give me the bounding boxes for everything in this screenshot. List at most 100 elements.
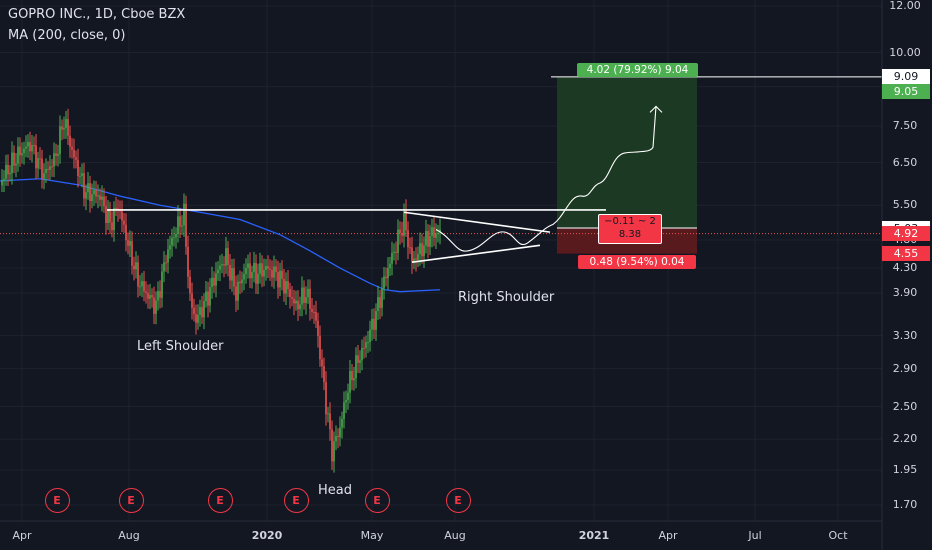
candle-body (311, 308, 313, 312)
candle-body (257, 273, 259, 284)
candle-body (309, 288, 311, 309)
candle-body (423, 245, 425, 257)
candle-body (421, 243, 423, 257)
candle-body (295, 300, 297, 304)
candle-body (177, 216, 179, 235)
candle-body (87, 183, 89, 193)
candle-body (103, 196, 105, 207)
candle-body (227, 248, 229, 265)
candle-body (65, 119, 67, 128)
earnings-marker[interactable]: E (445, 488, 471, 513)
candle-body (307, 288, 309, 298)
candle-body (207, 291, 209, 306)
time-tick-label: Aug (118, 529, 140, 542)
candle-body (385, 276, 387, 279)
candle-body (63, 127, 65, 130)
candle-body (135, 262, 137, 270)
candle-body (205, 291, 207, 301)
price-tick-label: 10.00 (889, 45, 921, 59)
position-mid-line-1: −0.11 ~ 2 (604, 216, 656, 227)
candle-body (53, 153, 55, 167)
candle-body (19, 146, 21, 156)
candle-body (191, 293, 193, 308)
candle-body (203, 300, 205, 318)
candle-body (247, 263, 249, 269)
position-mid-label[interactable]: −0.11 ~ 2 8.38 (598, 214, 662, 244)
earnings-marker[interactable]: E (118, 488, 144, 513)
earnings-marker[interactable]: E (364, 488, 390, 513)
candle-body (293, 298, 295, 304)
earnings-marker[interactable]: E (283, 488, 309, 513)
indicator-legend[interactable]: MA (200, close, 0) (8, 28, 126, 43)
candle-body (45, 168, 47, 174)
left-shoulder-label: Left Shoulder (137, 339, 224, 354)
candle-body (255, 262, 257, 284)
candle-body (43, 173, 45, 179)
price-tick-label: 1.95 (892, 462, 918, 476)
price-tag: 9.05 (882, 84, 930, 100)
time-tick-label: Jul (748, 529, 762, 542)
candle-body (259, 263, 261, 274)
candle-body (281, 270, 283, 280)
price-tick-label: 2.20 (892, 432, 918, 446)
candle-body (353, 378, 355, 381)
candle-body (429, 235, 431, 247)
candle-body (371, 318, 373, 330)
candle-body (279, 270, 281, 288)
candle-body (219, 265, 221, 270)
candle-body (89, 183, 91, 202)
candle-body (291, 297, 293, 299)
candle-body (15, 163, 17, 166)
candle-body (73, 149, 75, 158)
price-tick-label: 12.00 (889, 0, 921, 12)
candle-body (313, 311, 315, 313)
candle-body (123, 220, 125, 225)
candle-body (171, 237, 173, 246)
candle-body (349, 370, 351, 393)
candle-body (167, 249, 169, 263)
time-tick-label: Apr (12, 529, 32, 542)
candle-body (125, 224, 127, 240)
candle-body (239, 281, 241, 284)
time-tick-label: May (360, 529, 384, 542)
candle-body (127, 239, 129, 246)
candle-body (95, 190, 97, 197)
price-tag: 9.09 (882, 69, 930, 85)
candle-body (373, 318, 375, 330)
candle-body (21, 153, 23, 156)
candle-body (163, 262, 165, 272)
candle-body (365, 342, 367, 348)
candle-body (217, 269, 219, 274)
candle-body (329, 413, 331, 430)
candle-body (47, 168, 49, 170)
candle-body (221, 264, 223, 266)
candle-body (215, 273, 217, 286)
candle-body (253, 262, 255, 273)
candle-body (85, 192, 87, 199)
candle-body (361, 347, 363, 361)
candle-body (375, 311, 377, 330)
candle-body (107, 210, 109, 224)
price-tag: 4.55 (882, 246, 930, 262)
candle-body (29, 142, 31, 152)
candle-body (197, 314, 199, 323)
candle-body (301, 287, 303, 305)
candle-body (75, 157, 77, 160)
candle-body (391, 252, 393, 264)
candle-body (189, 276, 191, 294)
earnings-marker[interactable]: E (44, 488, 70, 513)
candle-body (431, 227, 433, 236)
time-tick-label: Aug (444, 529, 466, 542)
candle-body (57, 154, 59, 156)
candle-body (401, 233, 403, 236)
earnings-marker[interactable]: E (207, 488, 233, 513)
candle-body (249, 263, 251, 279)
time-tick-label: Apr (658, 529, 678, 542)
candle-body (347, 392, 349, 401)
candle-body (341, 418, 343, 428)
candle-body (55, 153, 57, 156)
candle-body (3, 178, 5, 181)
candle-body (435, 233, 437, 238)
candle-body (159, 291, 161, 298)
